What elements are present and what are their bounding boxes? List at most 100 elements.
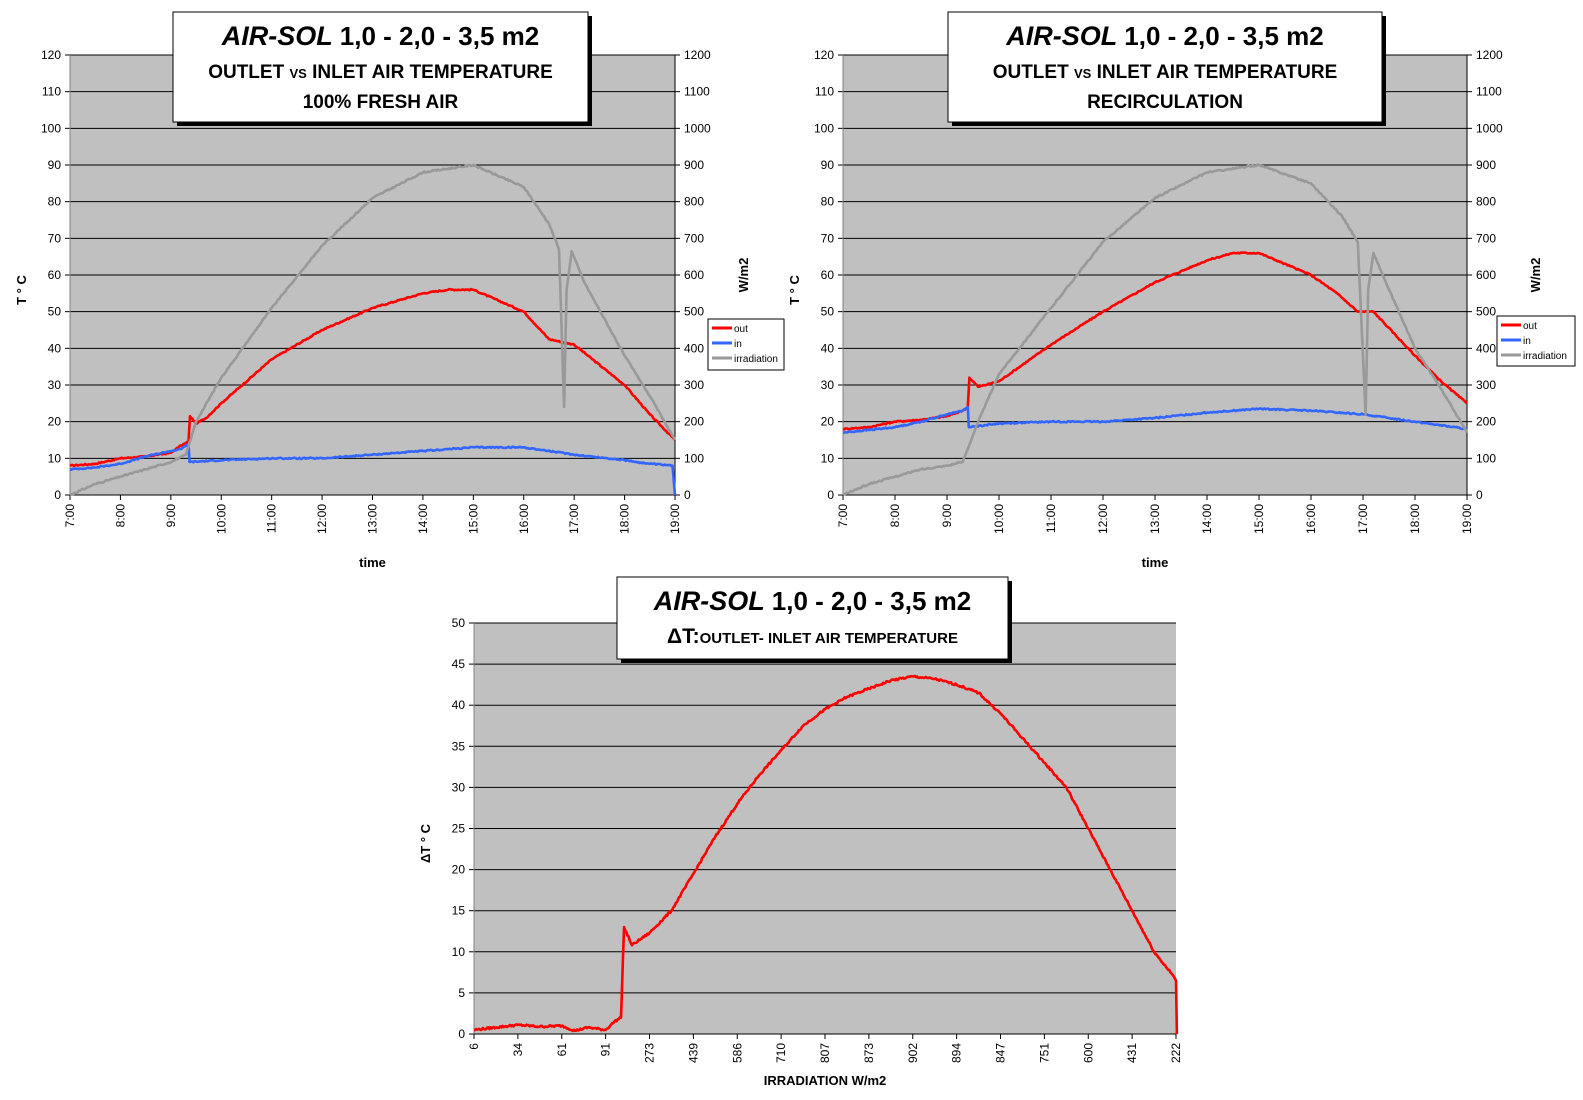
y2-tick-label: 1100 — [684, 85, 710, 99]
chart-subtitle: OUTLET VS INLET AIR TEMPERATURE — [208, 62, 553, 83]
chart-title: AIR-SOL 1,0 - 2,0 - 3,5 m2 — [653, 586, 971, 616]
chart-subtitle: OUTLET VS INLET AIR TEMPERATURE — [993, 62, 1338, 83]
legend-label: in — [734, 339, 742, 350]
chart-recirculation: 0102030405060708090100110120010020030040… — [787, 11, 1576, 570]
y2-tick-label: 1000 — [1476, 121, 1503, 135]
y-tick-label: 110 — [815, 85, 834, 99]
y-tick-label: 20 — [452, 863, 466, 877]
x-tick-label: 8:00 — [113, 504, 127, 528]
y2-tick-label: 900 — [1476, 158, 1496, 172]
x-axis-title: IRRADIATION W/m2 — [764, 1073, 887, 1088]
y2-tick-label: 100 — [1476, 451, 1496, 465]
x-tick-label: 91 — [599, 1043, 613, 1057]
y-tick-label: 35 — [452, 739, 466, 753]
y-tick-label: 40 — [821, 341, 835, 355]
x-tick-label: 14:00 — [416, 504, 430, 534]
y-tick-label: 45 — [452, 657, 466, 671]
x-tick-label: 847 — [994, 1043, 1008, 1063]
x-tick-label: 873 — [862, 1043, 876, 1063]
y2-tick-label: 400 — [1476, 341, 1496, 355]
x-tick-label: 6 — [467, 1043, 481, 1050]
y-tick-label: 50 — [821, 305, 835, 319]
y-tick-label: 70 — [821, 231, 835, 245]
chart-subtitle-2: 100% FRESH AIR — [303, 92, 459, 113]
title-box — [172, 11, 589, 123]
x-tick-label: 9:00 — [940, 504, 954, 528]
x-tick-label: 11:00 — [265, 504, 279, 533]
series-line-out — [842, 251, 1468, 431]
x-tick-label: 16:00 — [517, 504, 531, 534]
x-tick-label: 751 — [1037, 1043, 1051, 1063]
y2-tick-label: 800 — [684, 195, 704, 209]
x-tick-label: 807 — [818, 1043, 832, 1063]
y-tick-label: 80 — [48, 195, 62, 209]
y-tick-label: 100 — [814, 121, 834, 135]
y-tick-label: 10 — [48, 451, 62, 465]
y-tick-label: 0 — [54, 488, 61, 502]
y-tick-label: 60 — [821, 268, 835, 282]
x-tick-label: 34 — [511, 1043, 525, 1057]
chart-subtitle-2: RECIRCULATION — [1087, 92, 1243, 113]
x-tick-label: 710 — [774, 1043, 788, 1063]
y-tick-label: 30 — [48, 378, 62, 392]
y-tick-label: 120 — [41, 48, 61, 62]
y2-tick-label: 500 — [684, 305, 704, 319]
y-tick-label: 5 — [458, 986, 465, 1000]
x-tick-label: 15:00 — [466, 504, 480, 534]
x-tick-label: 19:00 — [1460, 504, 1474, 534]
x-tick-label: 17:00 — [567, 504, 581, 534]
series-line-irradiation — [69, 163, 677, 497]
series-line-in — [842, 405, 1468, 435]
series-line-irradiation — [842, 163, 1469, 497]
y2-axis-title: W/m2 — [736, 258, 751, 293]
y-tick-label: 40 — [452, 698, 466, 712]
x-tick-label: 9:00 — [164, 504, 178, 528]
y2-axis-title: W/m2 — [1528, 258, 1543, 293]
y2-tick-label: 200 — [1476, 415, 1496, 429]
series-line-in — [69, 442, 677, 496]
x-tick-label: 13:00 — [1148, 504, 1162, 534]
y2-tick-label: 600 — [684, 268, 704, 282]
legend-label: out — [734, 324, 748, 335]
x-tick-label: 894 — [950, 1043, 964, 1063]
x-tick-label: 14:00 — [1200, 504, 1214, 534]
x-tick-label: 273 — [643, 1043, 657, 1063]
y2-tick-label: 300 — [684, 378, 704, 392]
y-tick-label: 10 — [821, 451, 835, 465]
y2-tick-label: 900 — [684, 158, 704, 172]
x-tick-label: 18:00 — [618, 504, 632, 534]
x-tick-label: 7:00 — [836, 504, 850, 528]
y-tick-label: 30 — [821, 378, 835, 392]
title-box — [947, 11, 1383, 123]
x-tick-label: 586 — [730, 1043, 744, 1063]
x-tick-label: 10:00 — [992, 504, 1006, 534]
y-tick-label: 10 — [452, 945, 466, 959]
chart-delta-t: 0 5 10 15 20 25 30 35 40 45 50 6 34 61 91 273 439 586 710 8… — [418, 576, 1183, 1088]
x-tick-label: 10:00 — [214, 504, 228, 534]
legend-label: irradiation — [1523, 351, 1567, 362]
y2-tick-label: 800 — [1476, 195, 1496, 209]
y-tick-label: 80 — [821, 195, 835, 209]
y-axis-title: T ° C — [14, 275, 29, 305]
x-tick-label: 11:00 — [1044, 504, 1058, 533]
y-tick-label: 90 — [48, 158, 62, 172]
y-axis-title: ΔT ° C — [418, 823, 433, 863]
y2-tick-label: 1200 — [684, 48, 711, 62]
y2-tick-label: 300 — [1476, 378, 1496, 392]
y2-tick-label: 200 — [684, 415, 704, 429]
x-tick-label: 12:00 — [1096, 504, 1110, 534]
y-tick-label: 60 — [48, 268, 62, 282]
y2-tick-label: 1200 — [1476, 48, 1503, 62]
x-tick-label: 19:00 — [668, 504, 682, 534]
legend-label: out — [1523, 321, 1537, 332]
x-tick-label: 8:00 — [888, 504, 902, 528]
y-tick-label: 50 — [452, 616, 466, 630]
y-tick-label: 15 — [452, 904, 466, 918]
y2-tick-label: 1000 — [684, 121, 711, 135]
y-tick-label: 20 — [48, 415, 62, 429]
y-tick-label: 25 — [452, 822, 466, 836]
y-tick-label: 120 — [814, 48, 834, 62]
chart-title: AIR-SOL 1,0 - 2,0 - 3,5 m2 — [221, 21, 539, 51]
y-tick-label: 100 — [41, 121, 61, 135]
